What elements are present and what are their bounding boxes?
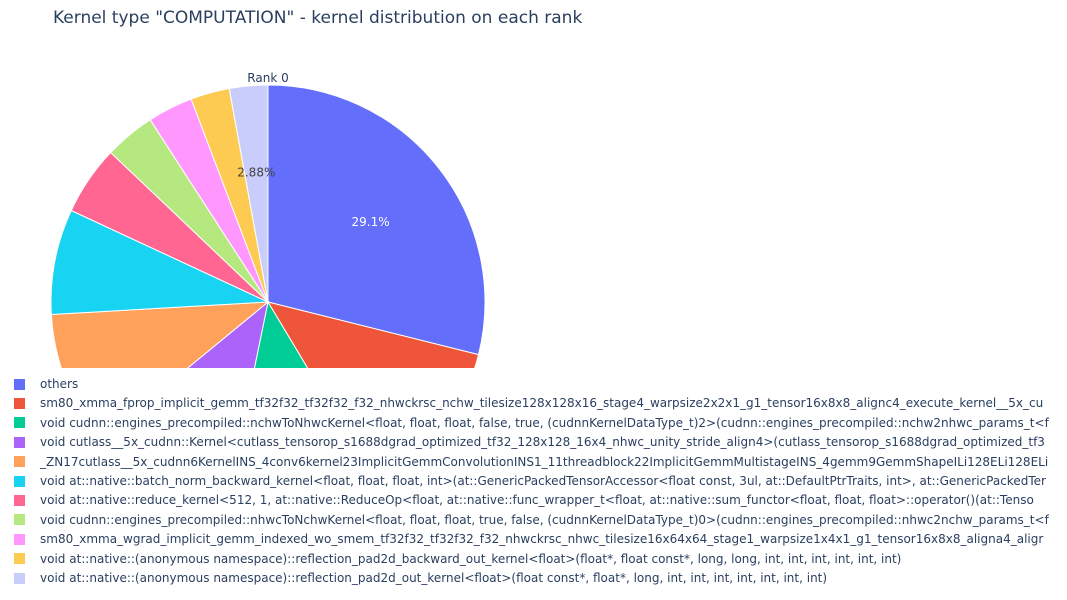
legend-item[interactable]: sm80_xmma_wgrad_implicit_gemm_indexed_wo…	[14, 530, 1043, 548]
legend-label: void at::native::(anonymous namespace)::…	[40, 551, 902, 566]
legend-label: void cudnn::engines_precompiled::nhwcToN…	[40, 512, 1049, 527]
legend-label: void cudnn::engines_precompiled::nchwToN…	[40, 415, 1049, 430]
pie-slice[interactable]	[267, 84, 486, 356]
legend-swatch	[14, 475, 25, 487]
legend-item[interactable]: others	[14, 375, 78, 393]
legend-swatch	[14, 456, 25, 468]
legend-swatch	[14, 572, 25, 584]
legend: others sm80_xmma_fprop_implicit_gemm_tf32…	[0, 368, 1067, 592]
legend-item[interactable]: void at::native::batch_norm_backward_ker…	[14, 472, 1046, 490]
legend-swatch	[14, 494, 25, 506]
legend-swatch	[14, 436, 25, 448]
legend-label: void at::native::batch_norm_backward_ker…	[40, 474, 1046, 488]
chart-title: Kernel type "COMPUTATION" - kernel distr…	[53, 8, 583, 28]
slice-label: 2.88%	[237, 165, 275, 179]
pie-slice[interactable]	[50, 209, 269, 316]
legend-item[interactable]: void at::native::reduce_kernel<512, 1, a…	[14, 491, 1034, 509]
legend-label: void cutlass__5x_cudnn::Kernel<cutlass_t…	[40, 435, 1045, 450]
legend-label: void at::native::(anonymous namespace)::…	[40, 571, 828, 585]
legend-swatch	[14, 553, 25, 565]
legend-item[interactable]: _ZN17cutlass__5x_cudnn6KernelINS_4conv6k…	[14, 453, 1048, 471]
legend-label: sm80_xmma_wgrad_implicit_gemm_indexed_wo…	[40, 532, 1044, 547]
legend-label: others	[40, 377, 79, 391]
legend-swatch	[14, 378, 25, 390]
legend-label: _ZN17cutlass__5x_cudnn6KernelINS_4conv6k…	[40, 454, 1049, 469]
legend-item[interactable]: void cudnn::engines_precompiled::nchwToN…	[14, 414, 1049, 432]
legend-item[interactable]: void at::native::(anonymous namespace)::…	[14, 550, 901, 568]
legend-swatch	[14, 417, 25, 429]
legend-swatch	[14, 533, 25, 545]
slice-label: 29.1%	[352, 215, 390, 229]
legend-label: void at::native::reduce_kernel<512, 1, a…	[40, 493, 1034, 508]
legend-swatch	[14, 397, 25, 409]
legend-label: sm80_xmma_fprop_implicit_gemm_tf32f32_tf…	[40, 396, 1044, 411]
legend-item[interactable]: void at::native::(anonymous namespace)::…	[14, 569, 827, 587]
legend-item[interactable]: sm80_xmma_fprop_implicit_gemm_tf32f32_tf…	[14, 394, 1043, 412]
legend-item[interactable]: void cudnn::engines_precompiled::nhwcToN…	[14, 511, 1049, 529]
pie-slice[interactable]	[228, 84, 269, 303]
subplot-title: Rank 0	[247, 71, 288, 85]
legend-item[interactable]: void cutlass__5x_cudnn::Kernel<cutlass_t…	[14, 433, 1045, 451]
legend-swatch	[14, 514, 25, 526]
